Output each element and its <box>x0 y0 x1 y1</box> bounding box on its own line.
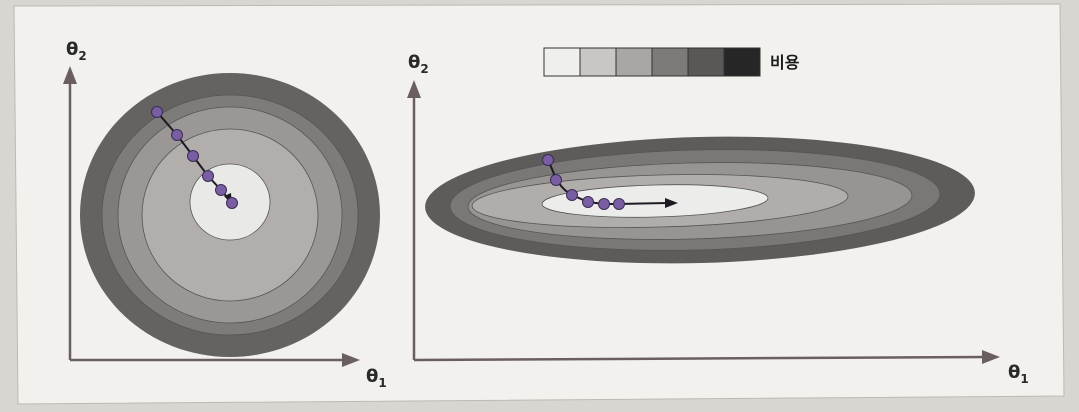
right-step-point <box>613 198 625 210</box>
cost-legend: 비용 <box>543 47 800 77</box>
right-step-point <box>542 154 554 166</box>
left-x-axis-arrow <box>342 353 360 367</box>
left-y-axis-label: θ2 <box>66 39 87 63</box>
legend-swatch-5 <box>687 47 725 77</box>
legend-swatch-6 <box>723 47 761 77</box>
right-x-axis <box>413 355 986 362</box>
legend-swatch-2 <box>579 47 617 77</box>
right-step-point <box>550 174 562 186</box>
right-x-axis-arrow <box>982 350 1000 364</box>
legend-swatch-4 <box>651 47 689 77</box>
right-step-point <box>566 189 578 201</box>
right-y-axis-label: θ2 <box>408 52 429 76</box>
right-x-axis-label: θ1 <box>1008 362 1029 386</box>
legend-swatch-3 <box>615 47 653 77</box>
left-step-point <box>171 129 183 141</box>
left-contour-plot: θ2 θ1 <box>63 39 387 390</box>
left-x-axis-label: θ1 <box>366 366 387 390</box>
legend-swatch-1 <box>543 47 581 77</box>
left-step-point <box>187 150 199 162</box>
right-contour-plot: θ2 θ1 <box>407 52 1029 386</box>
right-y-axis-arrow <box>407 80 421 98</box>
right-step-point <box>598 198 610 210</box>
left-step-point <box>151 106 163 118</box>
left-step-point <box>202 170 214 182</box>
left-y-axis-arrow <box>63 66 77 84</box>
left-step-point <box>215 184 227 196</box>
right-contour-ring-5 <box>541 184 769 218</box>
right-step-point <box>582 196 594 208</box>
right-descent-arrowhead <box>665 198 678 208</box>
left-step-point <box>226 197 238 209</box>
legend-label: 비용 <box>770 53 800 72</box>
